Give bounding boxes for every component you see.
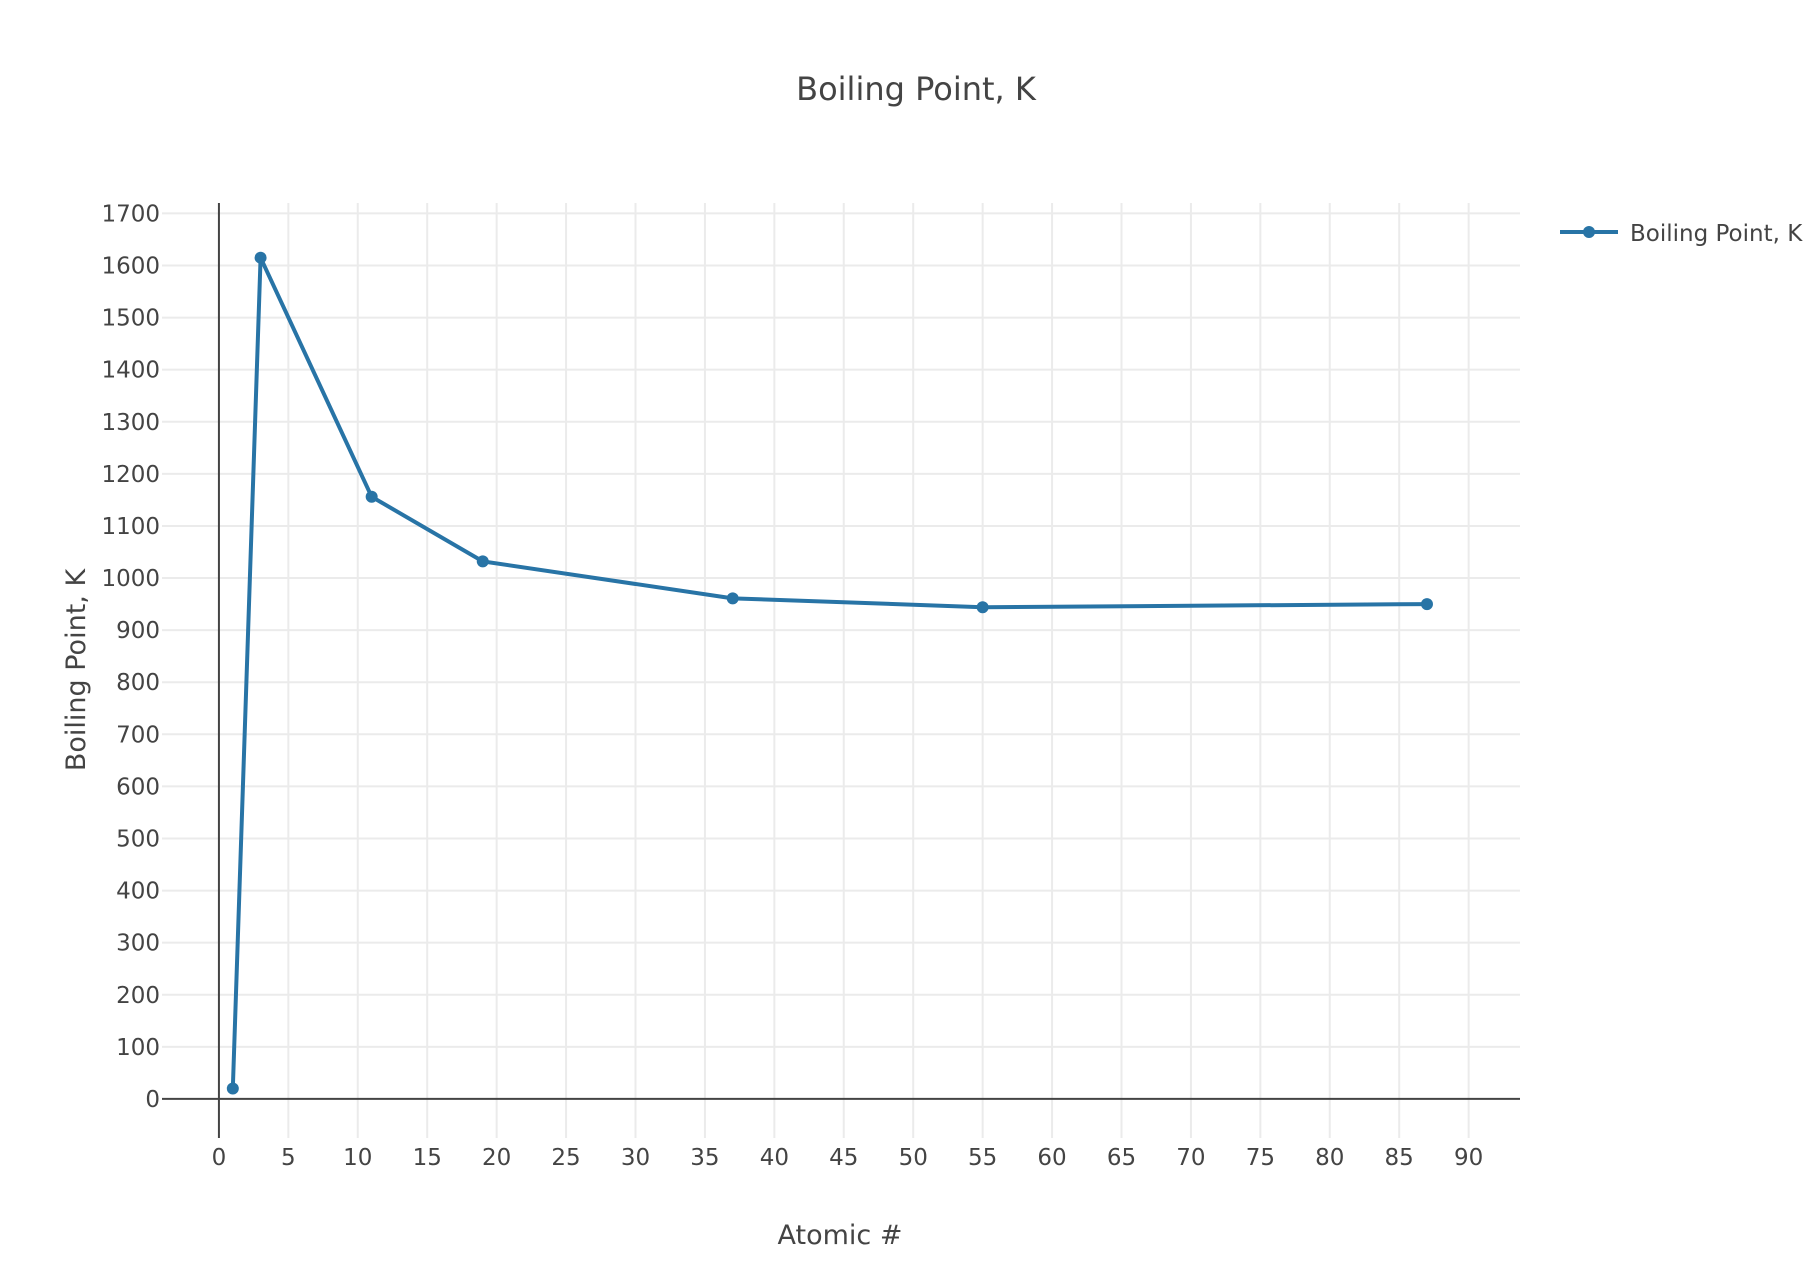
data-point[interactable]	[226, 1082, 239, 1095]
x-tick-label: 30	[621, 1145, 650, 1171]
x-tick-label: 60	[1037, 1145, 1066, 1171]
y-tick-label: 1000	[101, 566, 160, 592]
x-axis-title: Atomic #	[778, 1220, 903, 1251]
y-tick-label: 400	[116, 879, 160, 905]
x-tick-label: 5	[281, 1145, 296, 1171]
x-tick-label: 25	[551, 1145, 580, 1171]
y-tick-label: 900	[116, 618, 160, 644]
y-tick-label: 1400	[101, 358, 160, 384]
y-tick-label: 1300	[101, 410, 160, 436]
data-point[interactable]	[726, 592, 739, 605]
y-tick-label: 600	[116, 774, 160, 800]
y-tick-label: 200	[116, 983, 160, 1009]
data-point[interactable]	[365, 490, 378, 503]
legend-label: Boiling Point, K	[1630, 221, 1803, 247]
x-tick-label: 85	[1385, 1145, 1414, 1171]
x-tick-label: 50	[899, 1145, 928, 1171]
x-tick-label: 80	[1315, 1145, 1344, 1171]
legend-marker-swatch	[1583, 226, 1595, 238]
axes-layer	[162, 203, 1520, 1138]
chart-title: Boiling Point, K	[796, 70, 1037, 108]
y-tick-label: 1500	[101, 306, 160, 332]
data-point[interactable]	[254, 251, 267, 264]
ticks-layer: 0 5 10 15 20 25 30 35 40 45 50 55 60 65 70 75 80 85 900100…	[101, 201, 1483, 1171]
legend[interactable]: Boiling Point, K	[1560, 221, 1803, 247]
x-tick-label: 10	[343, 1145, 372, 1171]
y-tick-label: 1200	[101, 462, 160, 488]
x-tick-label: 90	[1454, 1145, 1483, 1171]
y-tick-label: 500	[116, 826, 160, 852]
x-tick-label: 20	[482, 1145, 511, 1171]
x-tick-label: 15	[413, 1145, 442, 1171]
x-tick-label: 65	[1107, 1145, 1136, 1171]
y-tick-label: 300	[116, 931, 160, 957]
x-tick-label: 35	[690, 1145, 719, 1171]
y-tick-label: 700	[116, 722, 160, 748]
series-layer	[226, 251, 1433, 1095]
y-tick-label: 1100	[101, 514, 160, 540]
y-tick-label: 800	[116, 670, 160, 696]
y-tick-label: 1700	[101, 201, 160, 227]
grid-layer	[162, 203, 1520, 1138]
x-tick-label: 75	[1246, 1145, 1275, 1171]
x-tick-label: 0	[212, 1145, 227, 1171]
x-tick-label: 40	[760, 1145, 789, 1171]
x-tick-label: 70	[1176, 1145, 1205, 1171]
y-tick-label: 1600	[101, 254, 160, 280]
y-axis-title: Boiling Point, K	[61, 568, 92, 772]
x-tick-label: 55	[968, 1145, 997, 1171]
x-tick-label: 45	[829, 1145, 858, 1171]
y-tick-label: 0	[145, 1087, 160, 1113]
data-point[interactable]	[476, 555, 489, 568]
data-point[interactable]	[976, 601, 989, 614]
data-point[interactable]	[1420, 598, 1433, 611]
y-tick-label: 100	[116, 1035, 160, 1061]
